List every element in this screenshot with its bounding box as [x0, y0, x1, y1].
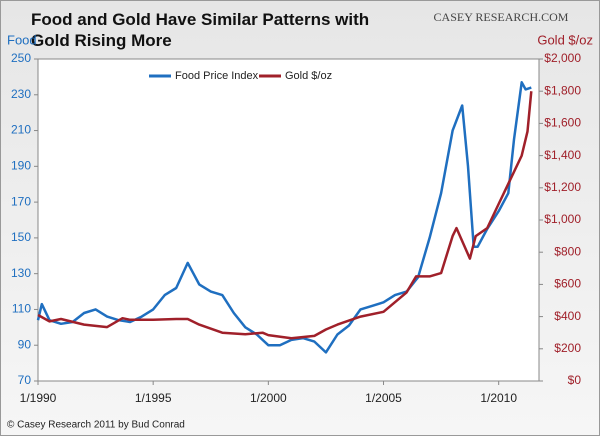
plot-area: [37, 58, 540, 382]
series-line: [37, 91, 533, 340]
y2-tick-label: $200: [554, 341, 581, 355]
y-tick-label: 70: [18, 373, 32, 387]
y-axis-label: Food: [7, 32, 37, 47]
y2-tick-label: $1,800: [544, 83, 581, 97]
x-tick-label: 1/2005: [365, 391, 402, 405]
x-tick-label: 1/2010: [480, 391, 517, 405]
y2-tick-label: $1,000: [544, 212, 581, 226]
y2-tick-label: $800: [554, 244, 581, 258]
y-tick-label: 110: [12, 302, 31, 316]
y-tick-label: 130: [11, 266, 31, 280]
y2-tick-label: $1,600: [544, 116, 581, 130]
y2-tick-label: $1,200: [544, 180, 581, 194]
y-tick-label: 210: [11, 123, 31, 137]
x-tick-label: 1/2000: [250, 391, 287, 405]
logo: CASEY RESEARCH.COM: [434, 10, 569, 24]
y-tick-label: 230: [11, 87, 31, 101]
x-tick-label: 1/1995: [135, 391, 172, 405]
legend-label: Food Price Index: [175, 70, 259, 82]
y2-tick-label: $0: [568, 373, 582, 387]
y-tick-label: 190: [11, 159, 31, 173]
y2-tick-label: $600: [554, 277, 581, 291]
y2-tick-label: $400: [554, 309, 581, 323]
x-tick-label: 1/1990: [20, 391, 57, 405]
y-tick-label: 150: [11, 230, 31, 244]
y-tick-label: 170: [11, 194, 31, 208]
chart-title: Food and Gold Have Similar Patterns with…: [31, 10, 370, 50]
y-tick-label: 250: [11, 51, 31, 65]
source: © Casey Research 2011 by Bud Conrad: [7, 420, 185, 431]
y2-axis-label: Gold $/oz: [537, 32, 593, 47]
y2-tick-label: $2,000: [544, 51, 581, 65]
legend-label: Gold $/oz: [285, 70, 332, 82]
y2-tick-label: $1,400: [544, 148, 581, 162]
y-tick-label: 90: [18, 337, 32, 351]
